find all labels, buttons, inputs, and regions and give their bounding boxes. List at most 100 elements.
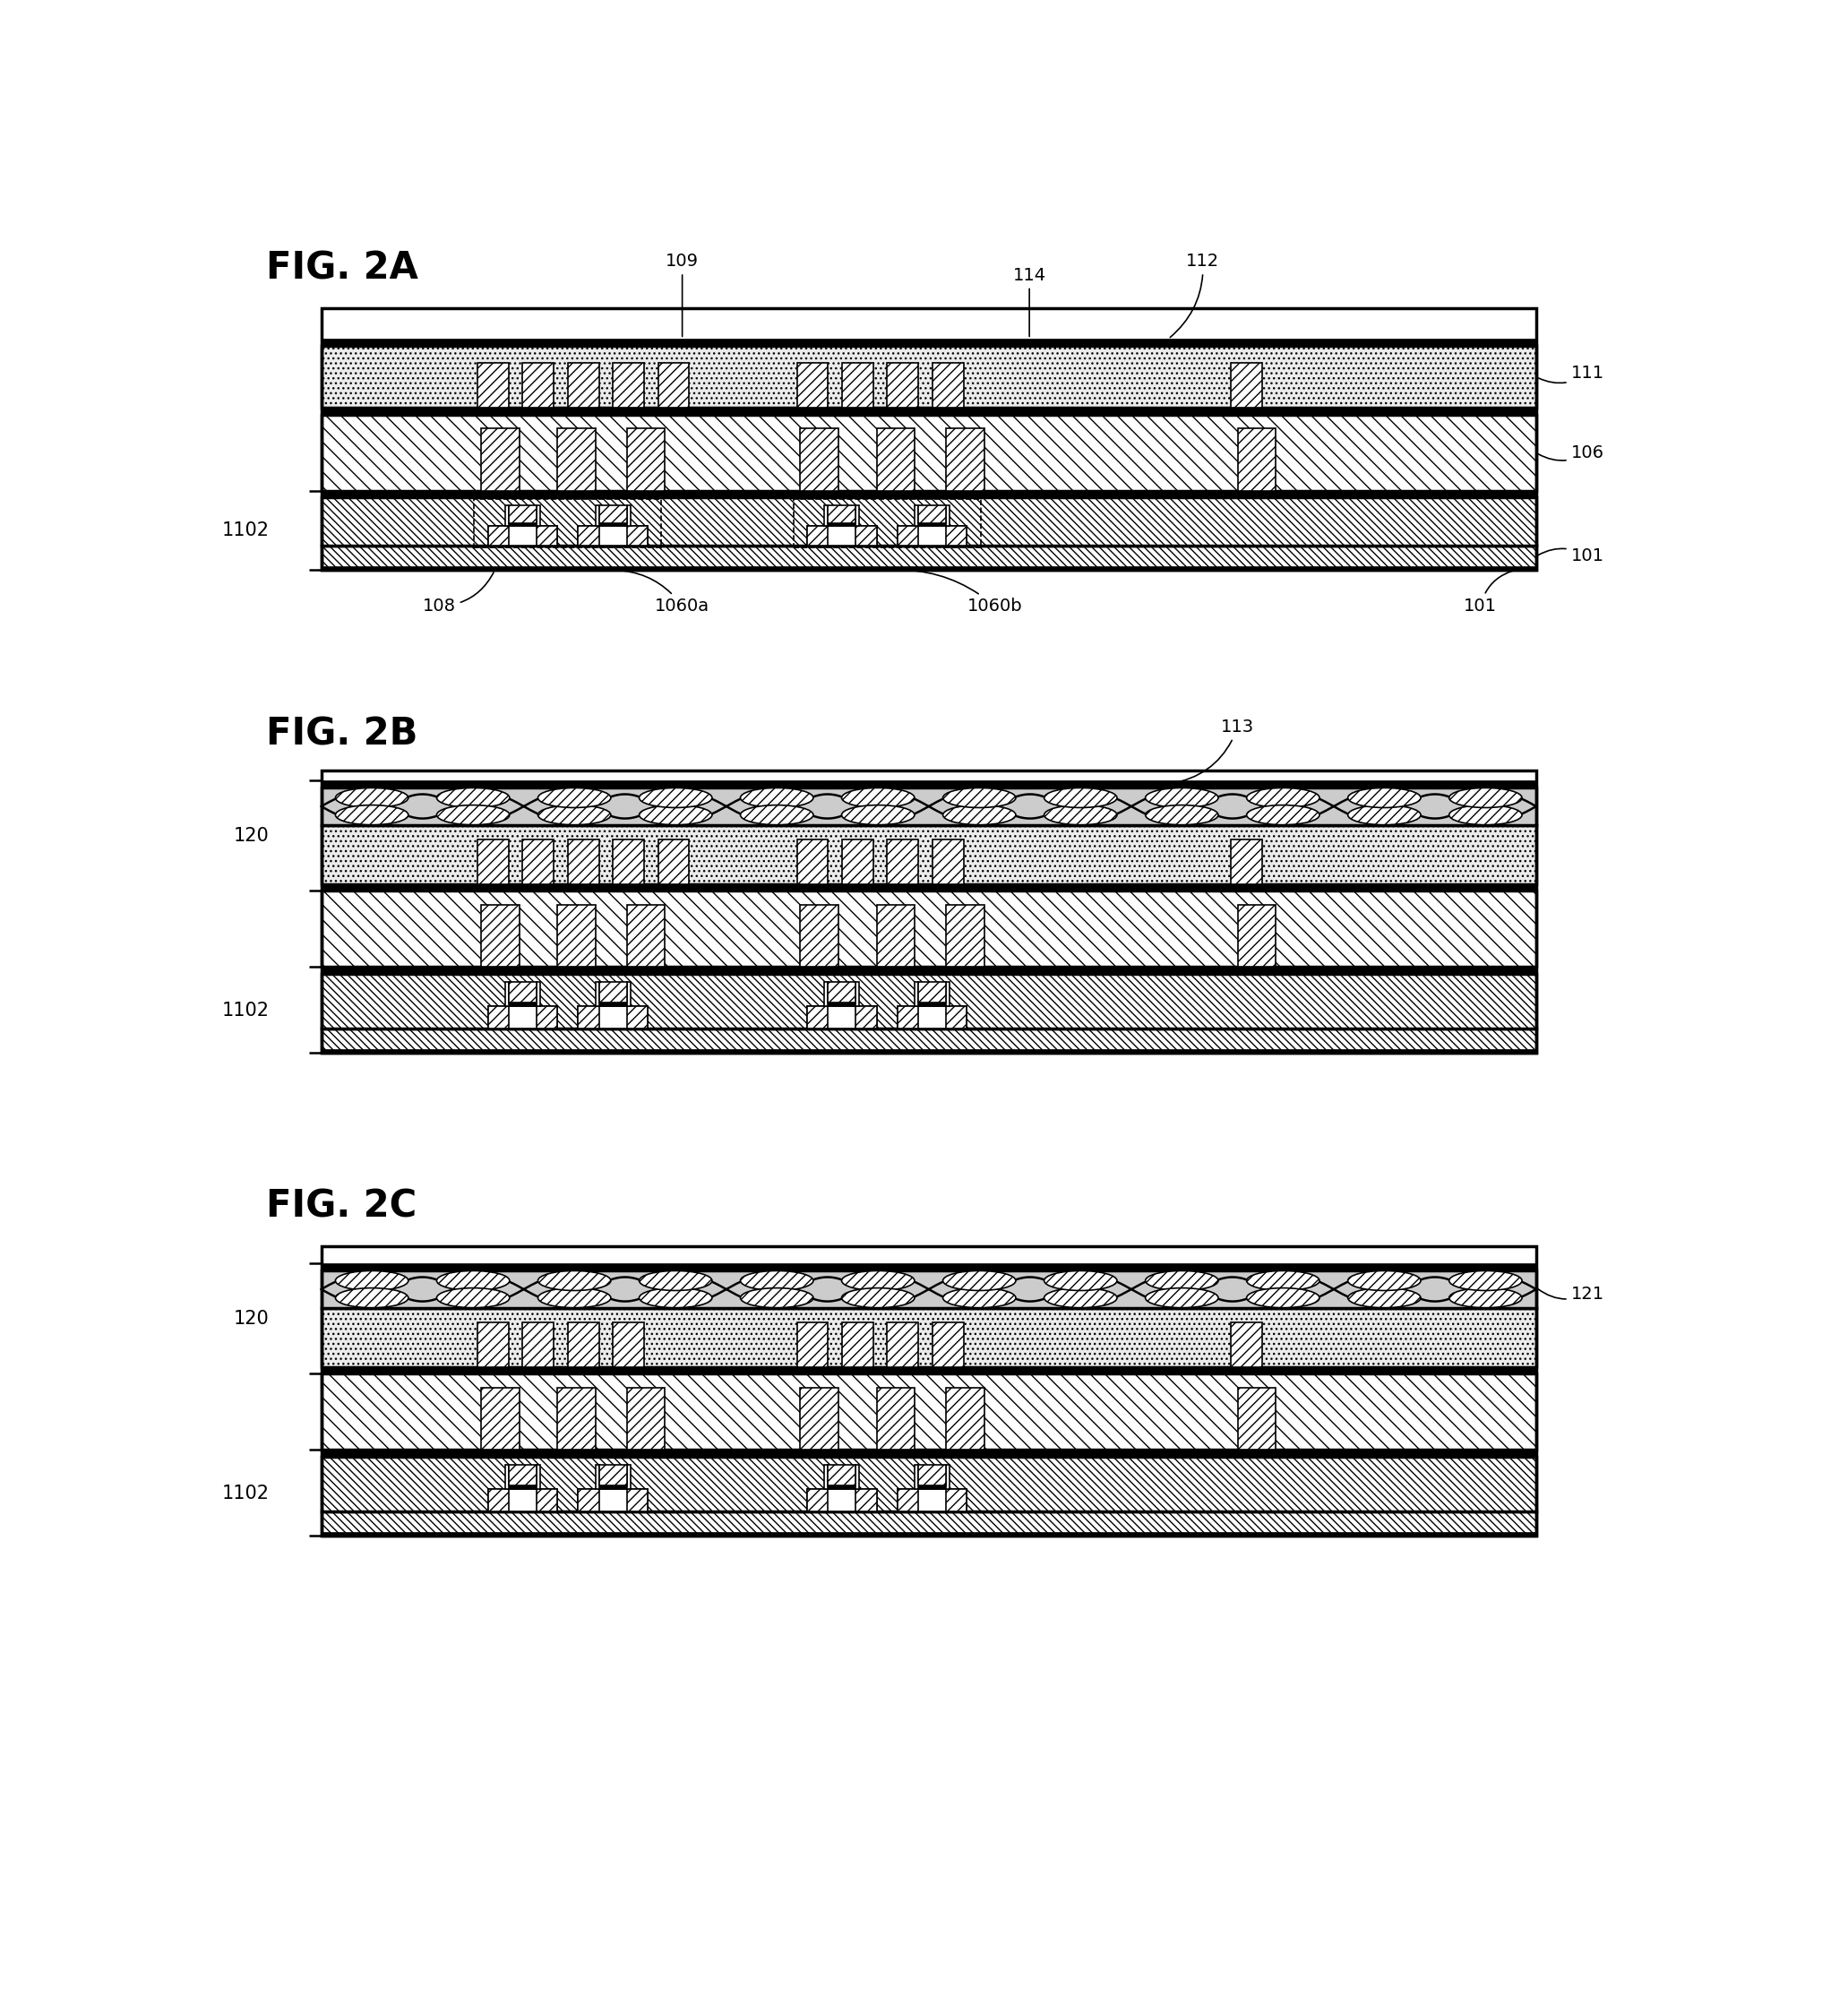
- Bar: [626, 905, 665, 967]
- Bar: [567, 363, 599, 407]
- Ellipse shape: [336, 1288, 408, 1308]
- Text: FIG. 2C: FIG. 2C: [266, 1188, 416, 1226]
- Bar: [322, 975, 1536, 1028]
- Bar: [614, 1322, 645, 1366]
- Bar: [322, 825, 1536, 885]
- Bar: [488, 1490, 558, 1512]
- Bar: [477, 839, 508, 885]
- Bar: [856, 1466, 859, 1490]
- Bar: [931, 363, 963, 407]
- Bar: [828, 983, 856, 1002]
- Bar: [488, 1006, 508, 1028]
- Bar: [488, 1490, 508, 1512]
- Bar: [800, 905, 839, 967]
- Text: FIG. 2A: FIG. 2A: [266, 250, 418, 288]
- Bar: [856, 983, 859, 1006]
- Ellipse shape: [1044, 789, 1116, 807]
- Ellipse shape: [841, 1288, 915, 1308]
- Bar: [536, 505, 540, 527]
- Bar: [322, 787, 1536, 825]
- Bar: [322, 967, 1536, 975]
- Bar: [898, 1490, 918, 1512]
- Ellipse shape: [1347, 1288, 1421, 1308]
- Ellipse shape: [1449, 789, 1523, 807]
- Bar: [599, 1466, 626, 1486]
- Text: 1060a: 1060a: [615, 571, 710, 615]
- Bar: [322, 1270, 1536, 1308]
- Bar: [488, 527, 508, 545]
- Ellipse shape: [1247, 1288, 1319, 1308]
- Bar: [918, 505, 946, 523]
- Bar: [480, 905, 519, 967]
- Ellipse shape: [436, 805, 510, 825]
- Bar: [946, 505, 950, 527]
- Bar: [843, 839, 872, 885]
- Ellipse shape: [639, 805, 711, 825]
- Bar: [322, 339, 1536, 345]
- Bar: [887, 363, 918, 407]
- Bar: [658, 363, 689, 407]
- Ellipse shape: [639, 1270, 711, 1290]
- Bar: [505, 1466, 508, 1490]
- Bar: [808, 1490, 828, 1512]
- Bar: [322, 1456, 1536, 1512]
- Bar: [508, 1002, 536, 1006]
- Bar: [508, 505, 536, 523]
- Text: 121: 121: [1538, 1286, 1604, 1302]
- Bar: [536, 527, 558, 545]
- Bar: [322, 545, 1536, 569]
- Ellipse shape: [538, 1288, 612, 1308]
- Bar: [796, 839, 828, 885]
- Text: 1060b: 1060b: [893, 569, 1022, 615]
- Bar: [856, 505, 859, 527]
- Bar: [856, 527, 876, 545]
- Bar: [793, 499, 981, 547]
- Bar: [536, 1466, 540, 1490]
- Ellipse shape: [1146, 805, 1218, 825]
- Ellipse shape: [841, 805, 915, 825]
- Bar: [322, 565, 1536, 569]
- Bar: [626, 1006, 647, 1028]
- Bar: [626, 1466, 630, 1490]
- Bar: [915, 1466, 918, 1490]
- Bar: [876, 429, 915, 491]
- Bar: [828, 1486, 856, 1490]
- Ellipse shape: [1449, 1288, 1523, 1308]
- Bar: [898, 527, 967, 545]
- Bar: [536, 983, 540, 1006]
- Bar: [918, 983, 946, 1002]
- Ellipse shape: [1247, 805, 1319, 825]
- Bar: [595, 1466, 599, 1490]
- Bar: [898, 527, 918, 545]
- Bar: [595, 505, 599, 527]
- Bar: [626, 527, 647, 545]
- Text: 109: 109: [665, 254, 699, 335]
- Bar: [828, 505, 856, 523]
- Bar: [322, 1512, 1536, 1536]
- Bar: [1238, 1388, 1275, 1450]
- Bar: [898, 1006, 918, 1028]
- Text: 120: 120: [233, 1310, 270, 1328]
- Bar: [946, 983, 950, 1006]
- Ellipse shape: [436, 1270, 510, 1290]
- Ellipse shape: [841, 1270, 915, 1290]
- Bar: [915, 505, 918, 527]
- Bar: [843, 363, 872, 407]
- Ellipse shape: [436, 1288, 510, 1308]
- Bar: [808, 527, 828, 545]
- Ellipse shape: [1146, 1270, 1218, 1290]
- Bar: [918, 523, 946, 527]
- Text: 1102: 1102: [222, 1484, 270, 1502]
- Bar: [523, 839, 554, 885]
- Bar: [488, 527, 558, 545]
- Bar: [898, 1006, 967, 1028]
- Ellipse shape: [1247, 1270, 1319, 1290]
- Text: 101: 101: [1464, 571, 1514, 615]
- Bar: [824, 505, 828, 527]
- Bar: [828, 523, 856, 527]
- Bar: [558, 1388, 595, 1450]
- Bar: [322, 497, 1536, 545]
- Bar: [843, 1322, 872, 1366]
- Bar: [658, 839, 689, 885]
- Bar: [480, 1388, 519, 1450]
